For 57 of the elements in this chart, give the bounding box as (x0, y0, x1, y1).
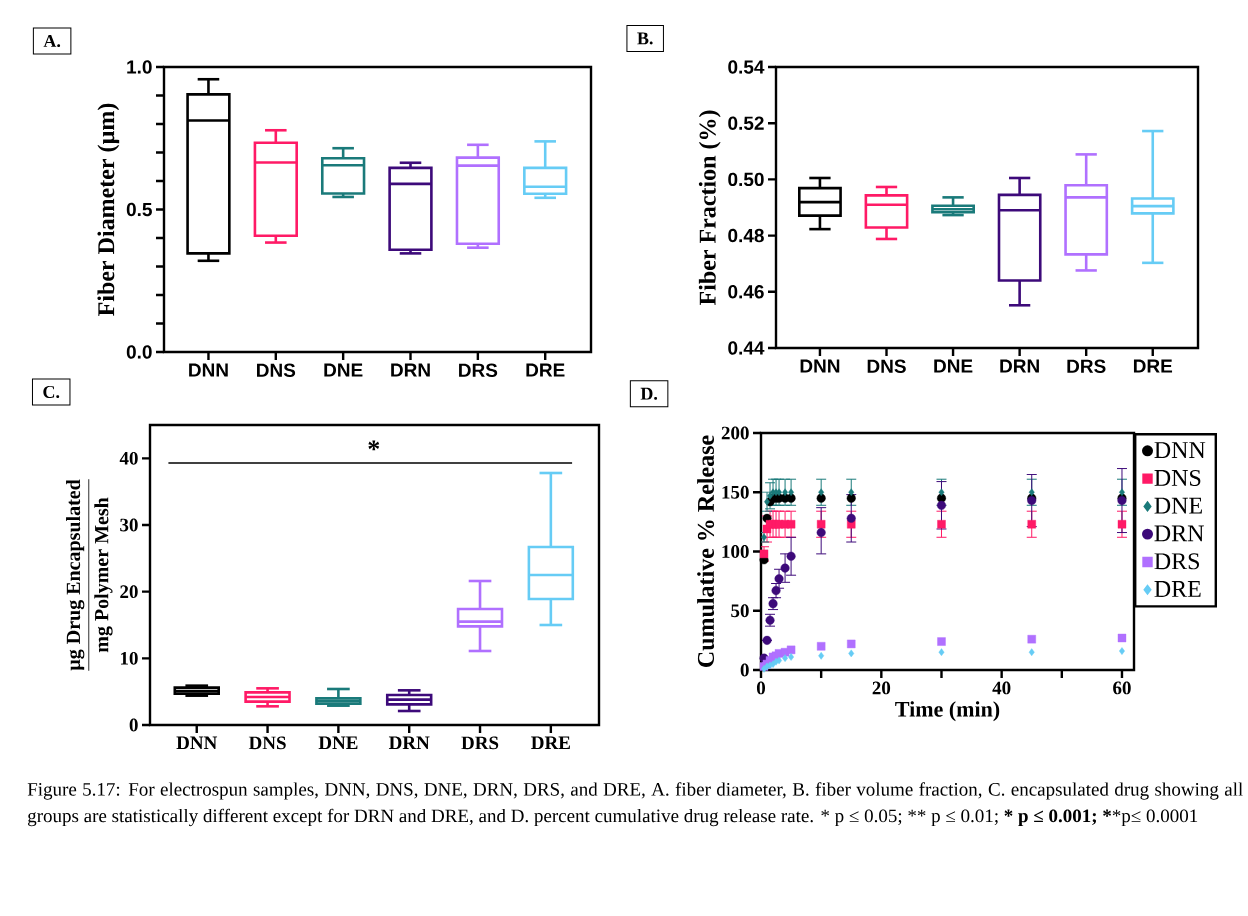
legend-label: DRS (1154, 553, 1199, 570)
y-axis-title: Cumulative % Release (697, 435, 715, 667)
y-tick-label: 0 (740, 663, 749, 677)
y-tick-label: 20 (120, 585, 138, 599)
legend-label: DNS (1154, 469, 1201, 487)
y-tick-label: 100 (722, 545, 749, 558)
x-tick-label: DNN (800, 359, 840, 373)
y-tick-label: 1.0 (127, 60, 152, 74)
chart-title: D. (640, 387, 658, 400)
x-tick-label: DNE (324, 363, 363, 377)
y-tick-label: 0.50 (728, 172, 764, 187)
x-tick-label: DRS (461, 736, 499, 750)
x-tick-label: DRN (388, 736, 430, 749)
y-tick-label: 50 (731, 604, 749, 618)
legend-label: DRN (1154, 525, 1204, 542)
x-tick-label: DNN (176, 736, 218, 749)
x-tick-label: 60 (1113, 681, 1131, 695)
x-tick-label: DRS (459, 363, 498, 377)
x-tick-label: DRN (391, 363, 430, 377)
y-tick-label: 40 (119, 451, 138, 465)
y-tick-label: 0.52 (728, 116, 764, 130)
x-tick-label: DNS (248, 736, 286, 750)
x-tick-label: DRS (1067, 359, 1106, 373)
y-axis-title: $\frac{\textbf{µg Drug Encapsulated}}{\textbf{mg Polymer Mesh}}$ (66, 479, 113, 671)
x-tick-label: DRN (1000, 359, 1039, 373)
x-tick-label: DNE (934, 359, 973, 373)
chart-title: B. (637, 32, 653, 45)
chart-title: C. (43, 385, 60, 399)
y-tick-label: 150 (722, 485, 749, 499)
x-tick-label: DNS (867, 359, 906, 373)
y-tick-label: 0 (129, 718, 138, 732)
y-tick-label: 0.54 (728, 60, 765, 74)
y-tick-label: 10 (120, 651, 138, 665)
x-tick-label: DRE (531, 736, 570, 749)
y-tick-label: 0.44 (728, 341, 765, 355)
legend-label: DNE (1154, 497, 1202, 514)
x-axis-title: Time (min) (895, 701, 1000, 722)
ref-line-label: * (368, 440, 380, 451)
x-tick-label: 40 (992, 681, 1011, 695)
legend-label: DRE (1154, 581, 1201, 597)
y-axis-title: Fiber Diameter (µm) (97, 103, 120, 316)
x-tick-label: DNE (318, 736, 358, 749)
x-tick-label: DRE (526, 363, 565, 377)
x-tick-label: DNN (189, 363, 228, 377)
chart-title: A. (43, 34, 61, 48)
y-axis-title: Fiber Fraction (%) (698, 110, 721, 306)
x-tick-label: 20 (872, 681, 891, 695)
x-tick-label: DNS (257, 363, 296, 377)
y-tick-label: 0.0 (126, 345, 152, 359)
y-tick-label: 200 (721, 426, 749, 440)
y-tick-label: 0.5 (126, 202, 152, 217)
y-tick-label: 0.48 (728, 228, 764, 243)
caption: Figure 5.17: For electrospun samples, DNN, DNS, DNE, DRN, DRS, and DRE, A. fiber diameter, B. fiber volume fraction, C. encapsulated drug showing all groups are statistically different except for DRN and DRE, and D. percent cumulative drug release rate. * p ≤ 0.05; ** p ≤ 0.01; * p ≤ 0.001; **p≤ 0.0001 (27, 782, 1243, 827)
y-tick-label: 0.46 (728, 285, 764, 299)
x-tick-label: DRE (1133, 359, 1173, 373)
legend-label: DNN (1154, 442, 1206, 458)
y-tick-label: 30 (120, 518, 138, 532)
